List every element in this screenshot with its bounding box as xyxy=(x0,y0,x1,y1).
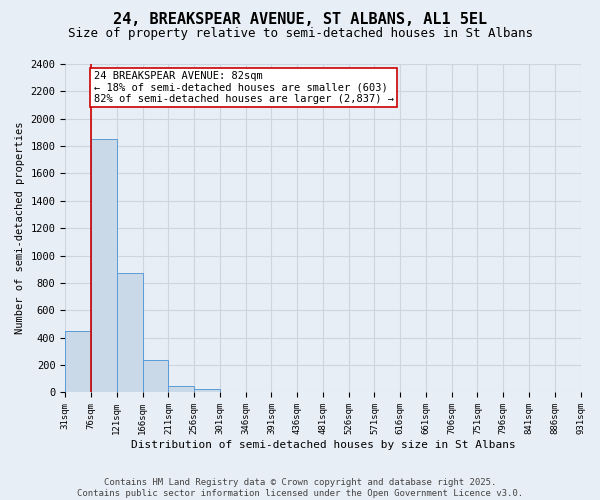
Y-axis label: Number of semi-detached properties: Number of semi-detached properties xyxy=(15,122,25,334)
Bar xyxy=(143,360,169,392)
X-axis label: Distribution of semi-detached houses by size in St Albans: Distribution of semi-detached houses by … xyxy=(131,440,515,450)
Bar xyxy=(65,331,91,392)
Bar xyxy=(194,389,220,392)
Bar xyxy=(117,274,143,392)
Text: 24 BREAKSPEAR AVENUE: 82sqm
← 18% of semi-detached houses are smaller (603)
82% : 24 BREAKSPEAR AVENUE: 82sqm ← 18% of sem… xyxy=(94,71,394,104)
Text: Contains HM Land Registry data © Crown copyright and database right 2025.
Contai: Contains HM Land Registry data © Crown c… xyxy=(77,478,523,498)
Text: Size of property relative to semi-detached houses in St Albans: Size of property relative to semi-detach… xyxy=(67,28,533,40)
Text: 24, BREAKSPEAR AVENUE, ST ALBANS, AL1 5EL: 24, BREAKSPEAR AVENUE, ST ALBANS, AL1 5E… xyxy=(113,12,487,28)
Bar xyxy=(169,386,194,392)
Bar xyxy=(91,140,117,392)
